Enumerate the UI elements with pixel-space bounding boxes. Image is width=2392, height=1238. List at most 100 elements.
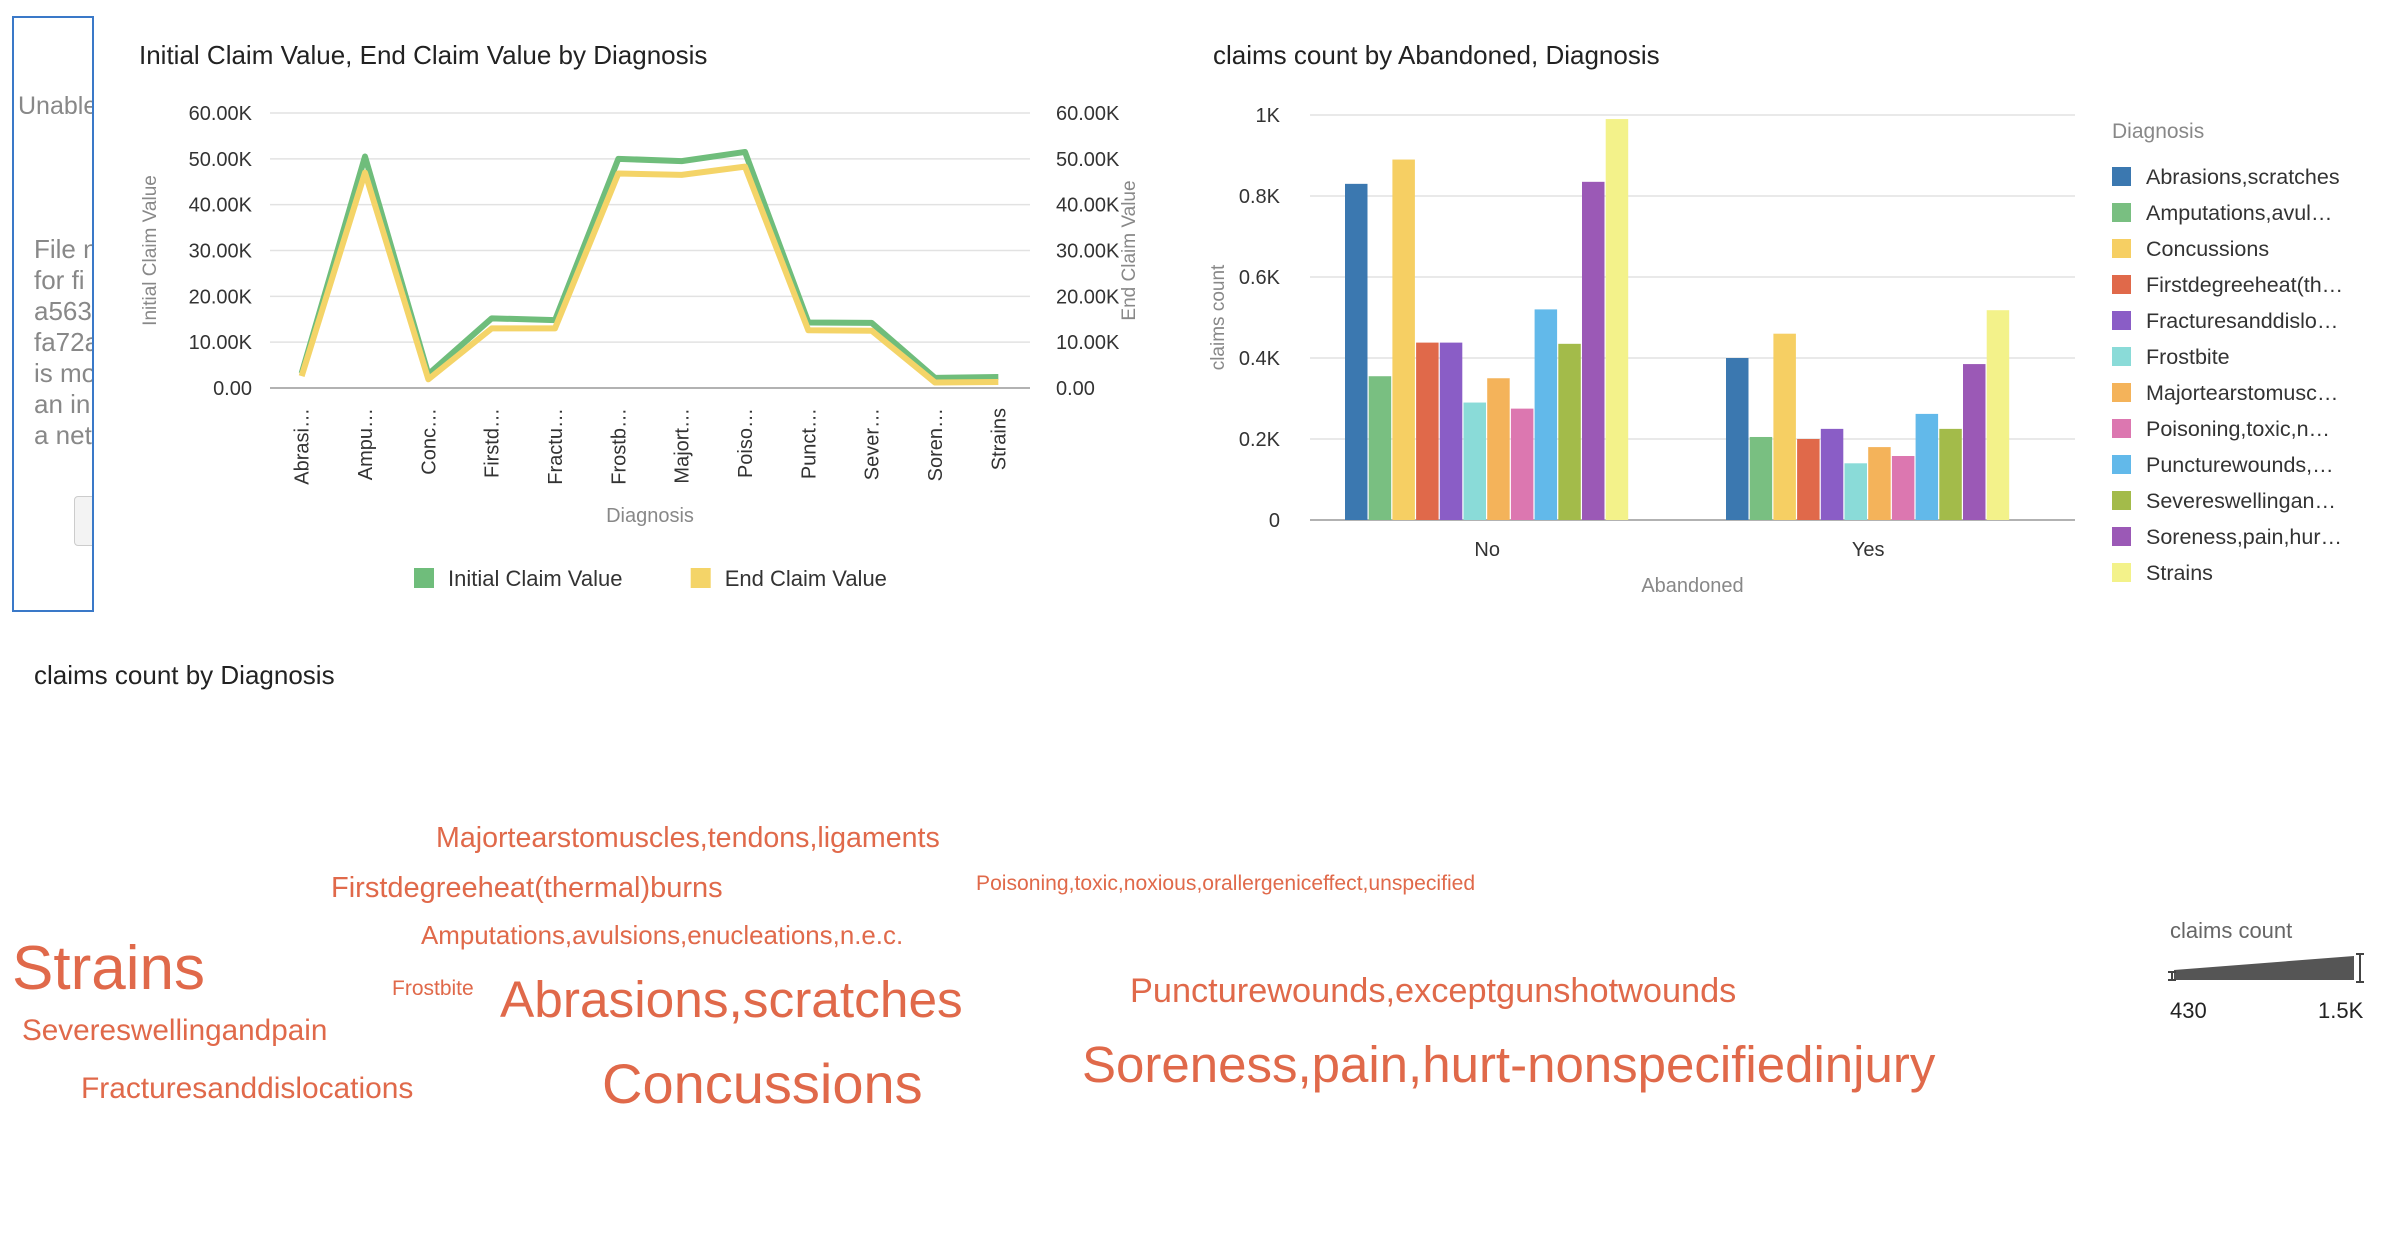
error-message: File n for fi a563 fa72a is mo an in a net bbox=[34, 234, 94, 451]
y2-tick-label: 10.00K bbox=[1056, 332, 1120, 354]
bar bbox=[1558, 343, 1581, 520]
legend-label: Amputations,avul… bbox=[2146, 201, 2332, 225]
y-tick-label: 10.00K bbox=[189, 332, 253, 354]
wordcloud-word[interactable]: Fracturesanddislocations bbox=[81, 1072, 414, 1105]
bar bbox=[1868, 447, 1891, 520]
y2-tick-label: 40.00K bbox=[1056, 195, 1120, 217]
y2-axis-title: End Claim Value bbox=[1119, 180, 1140, 320]
wordcloud-word[interactable]: Severeswellingandpain bbox=[22, 1014, 328, 1047]
error-action-button[interactable] bbox=[74, 496, 92, 546]
x-tick-label: Poiso… bbox=[735, 408, 757, 478]
bar bbox=[1844, 463, 1867, 520]
legend-label: Severeswellingan… bbox=[2146, 489, 2336, 513]
x-tick-label: Yes bbox=[1852, 539, 1885, 561]
legend-label: Frostbite bbox=[2146, 345, 2230, 369]
x-tick-label: Firstd… bbox=[482, 408, 504, 478]
wordcloud-legend-title: claims count bbox=[2170, 918, 2293, 943]
y-tick-label: 1K bbox=[1256, 105, 1281, 127]
legend-label: Poisoning,toxic,n… bbox=[2146, 417, 2330, 441]
x-axis-title: Abandoned bbox=[1641, 575, 1743, 597]
legend-swatch bbox=[690, 568, 711, 588]
bar bbox=[1582, 181, 1605, 520]
bar bbox=[1487, 378, 1510, 520]
y-tick-label: 0.8K bbox=[1239, 186, 1281, 208]
legend-swatch bbox=[2112, 383, 2131, 402]
y-tick-label: 0.00 bbox=[213, 378, 252, 400]
y-tick-label: 0.6K bbox=[1239, 267, 1281, 289]
y-tick-label: 30.00K bbox=[189, 241, 253, 263]
x-tick-label: Fractu… bbox=[545, 408, 567, 485]
legend-label: Fracturesanddislo… bbox=[2146, 309, 2338, 333]
legend-swatch bbox=[2112, 527, 2131, 546]
bar bbox=[1392, 159, 1415, 521]
line-chart-title: Initial Claim Value, End Claim Value by … bbox=[139, 40, 708, 70]
y-tick-label: 60.00K bbox=[189, 103, 253, 125]
bar bbox=[1986, 310, 2010, 520]
bar bbox=[1939, 428, 1962, 520]
wordcloud-size-legend[interactable] bbox=[2168, 946, 2378, 986]
wordcloud-word[interactable]: Firstdegreeheat(thermal)burns bbox=[331, 872, 723, 904]
x-tick-label: Punct… bbox=[798, 408, 820, 479]
legend-label: Abrasions,scratches bbox=[2146, 165, 2340, 189]
legend-label: Firstdegreeheat(th… bbox=[2146, 273, 2343, 297]
wordcloud-word[interactable]: Amputations,avulsions,enucleations,n.e.c… bbox=[421, 922, 904, 950]
wordcloud-word[interactable]: Frostbite bbox=[392, 977, 474, 1000]
wordcloud-title: claims count by Diagnosis bbox=[34, 660, 335, 690]
wordcloud-word[interactable]: Strains bbox=[12, 934, 205, 1003]
wordcloud-word[interactable]: Majortearstomuscles,tendons,ligaments bbox=[436, 822, 940, 854]
error-message-line: File n bbox=[34, 234, 94, 264]
legend-swatch bbox=[2112, 455, 2131, 474]
bar-chart: 0 0.2K 0.4K 0.6K 0.8K 1K claims count Abandoned… bbox=[1208, 105, 2343, 597]
y-tick-label: 20.00K bbox=[189, 286, 253, 308]
legend-label: End Claim Value bbox=[725, 566, 887, 591]
wordcloud-word[interactable]: Abrasions,scratches bbox=[500, 970, 963, 1028]
y2-tick-label: 0.00 bbox=[1056, 378, 1095, 400]
bar bbox=[1963, 364, 1986, 520]
x-tick-label: Strains bbox=[988, 408, 1010, 470]
error-message-line: fa72a bbox=[34, 327, 94, 357]
bar bbox=[1773, 333, 1796, 520]
x-tick-label: Conc… bbox=[418, 408, 440, 475]
legend-swatch bbox=[2112, 203, 2131, 222]
legend-title: Diagnosis bbox=[2112, 120, 2204, 143]
line-chart: 0.00 0.00 10.00K 10.00K 20.00K 20.00K 30.00K 30… bbox=[140, 103, 1140, 591]
bar bbox=[1749, 436, 1773, 520]
error-heading: Unable bbox=[18, 92, 94, 120]
wordcloud-word[interactable]: Concussions bbox=[602, 1052, 923, 1115]
error-message-line: a net bbox=[34, 420, 92, 450]
legend-swatch bbox=[2112, 167, 2131, 186]
bar bbox=[1463, 402, 1486, 520]
wordcloud-word[interactable]: Soreness,pain,hurt-nonspecifiedinjury bbox=[1082, 1036, 1936, 1093]
legend-swatch bbox=[2112, 275, 2131, 294]
bar bbox=[1726, 358, 1749, 520]
legend-swatch bbox=[2112, 491, 2131, 510]
legend-swatch bbox=[2112, 311, 2131, 330]
error-panel: Unable File n for fi a563 fa72a is mo an in a … bbox=[12, 16, 94, 612]
wordcloud-word[interactable]: Puncturewounds,exceptgunshotwounds bbox=[1130, 972, 1737, 1010]
y-axis-title: claims count bbox=[1208, 264, 1229, 370]
legend-swatch bbox=[2112, 563, 2131, 582]
legend-label: Puncturewounds,… bbox=[2146, 453, 2334, 477]
bar bbox=[1416, 342, 1439, 520]
legend-label: Soreness,pain,hur… bbox=[2146, 525, 2342, 549]
series-line bbox=[298, 148, 999, 381]
bar bbox=[1605, 119, 1629, 521]
wordcloud-word[interactable]: Poisoning,toxic,noxious,orallergeniceffe… bbox=[976, 872, 1476, 895]
legend-label: Majortearstomusc… bbox=[2146, 381, 2338, 405]
y2-tick-label: 20.00K bbox=[1056, 286, 1120, 308]
y2-tick-label: 50.00K bbox=[1056, 149, 1120, 171]
y2-tick-label: 30.00K bbox=[1056, 241, 1120, 263]
x-tick-label: Abrasi… bbox=[292, 408, 314, 485]
y-tick-label: 0.2K bbox=[1239, 429, 1281, 451]
x-tick-label: Sever… bbox=[862, 408, 884, 480]
y2-tick-label: 60.00K bbox=[1056, 103, 1120, 125]
bar bbox=[1915, 413, 1939, 520]
x-tick-label: Majort… bbox=[672, 408, 694, 484]
x-tick-label: No bbox=[1474, 539, 1500, 561]
wordcloud-legend-min: 430 bbox=[2170, 998, 2207, 1023]
size-wedge bbox=[2174, 956, 2354, 980]
error-message-line: an in bbox=[34, 389, 91, 419]
bar bbox=[1820, 428, 1844, 520]
legend-label: Strains bbox=[2146, 561, 2213, 585]
legend-swatch bbox=[2112, 347, 2131, 366]
